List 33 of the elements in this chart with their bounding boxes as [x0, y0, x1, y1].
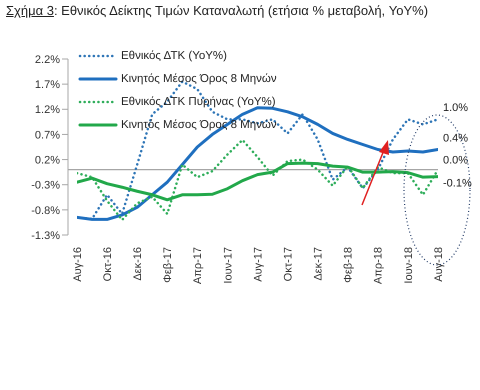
annotation: 0.0%: [443, 154, 468, 167]
y-tick-label: 1.2%: [34, 104, 60, 116]
x-tick-label: Οκτ-16: [102, 247, 114, 282]
y-tick-label: -0.3%: [31, 180, 60, 192]
y-tick-label: 1.7%: [34, 79, 60, 92]
legend-label: Εθνικός ΔΤΚ Πυρήνας (YoY%): [121, 96, 276, 108]
y-tick-label: 0.7%: [34, 129, 60, 142]
x-tick-label: Οκτ-17: [282, 247, 294, 282]
chart-title: Σχήμα 3: Εθνικός Δείκτης Τιμών Καταναλωτή (ετήσια % μεταβολή, YoY%): [5, 2, 430, 20]
y-tick-label: 2.2%: [34, 54, 60, 66]
line-series: [77, 162, 438, 202]
legend-label: Εθνικός ΔΤΚ (YoY%): [121, 50, 227, 62]
x-tick-label: Φεβ-18: [342, 247, 355, 283]
annotation: 0.4%: [443, 132, 468, 144]
legend-label: Κινητός Μέσος Όρος 8 Μηνών: [121, 72, 277, 84]
x-tick-label: Δεκ-16: [132, 247, 144, 281]
y-tick-label: 0.2%: [34, 154, 60, 166]
line-series: [77, 138, 438, 222]
x-tick-label: Απρ-17: [192, 247, 204, 284]
x-tick-label: Απρ-18: [372, 247, 385, 284]
line-series: [77, 106, 438, 221]
x-tick-label: Φεβ-17: [162, 247, 174, 283]
x-tick-label: Αυγ-17: [252, 247, 264, 282]
annotation: 1.0%: [443, 102, 468, 114]
x-tick-label: Αυγ-16: [72, 247, 84, 282]
x-tick-label: Ιουν-18: [402, 247, 415, 284]
legend-label: Κινητός Μέσος Όρος 8 Μηνών: [121, 118, 277, 130]
y-tick-label: -1.3%: [31, 230, 60, 242]
x-tick-label: Αυγ-18: [432, 247, 445, 282]
y-tick-label: -0.8%: [31, 204, 60, 217]
annotation: -0.1%: [443, 178, 472, 190]
x-tick-label: Δεκ-17: [312, 247, 325, 281]
x-tick-label: Ιουν-17: [222, 247, 234, 284]
